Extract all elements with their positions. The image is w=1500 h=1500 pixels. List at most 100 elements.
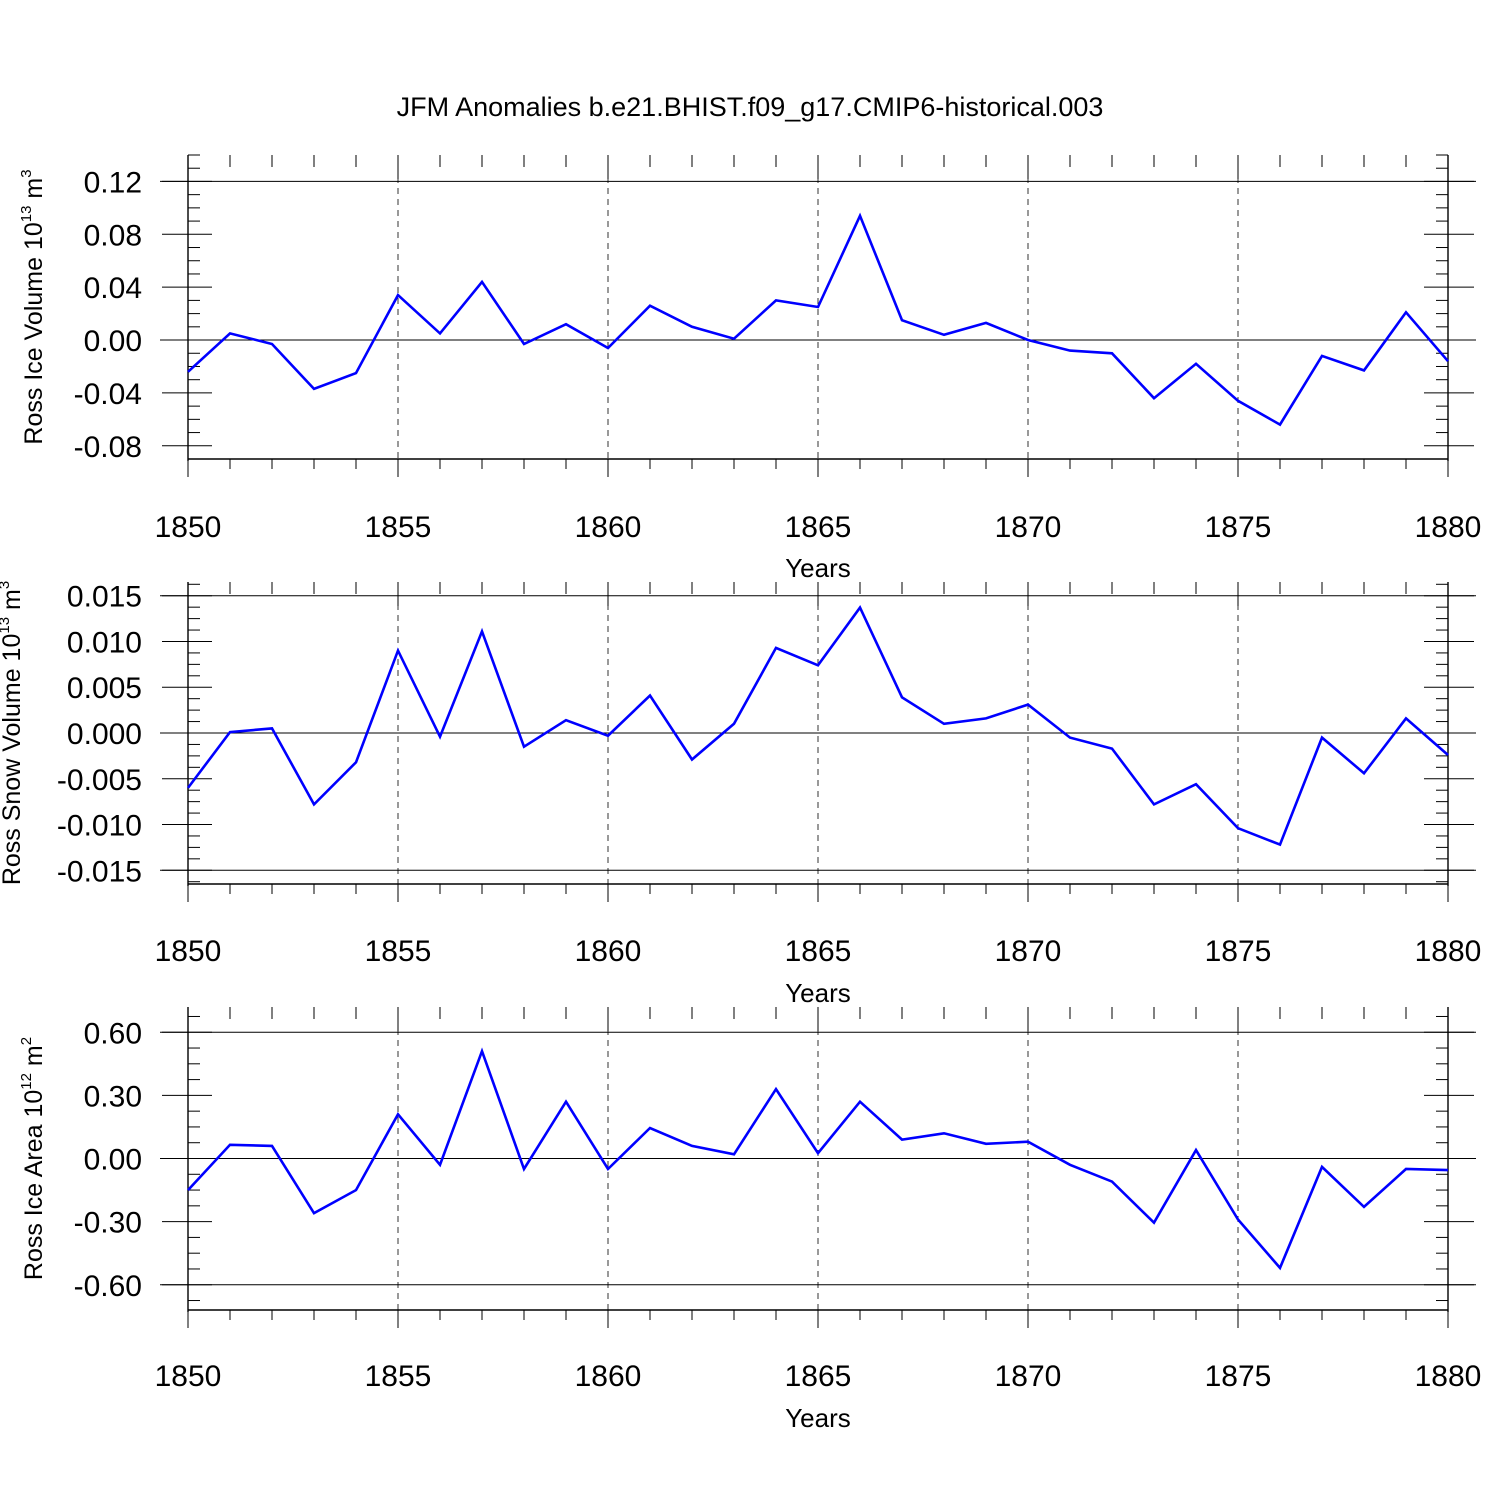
x-axis-label: Years — [785, 1403, 851, 1433]
data-point — [1194, 1148, 1198, 1152]
data-point — [942, 333, 946, 337]
data-point — [1026, 338, 1030, 342]
data-point — [228, 331, 232, 335]
data-point — [942, 722, 946, 726]
y-label-unit: m — [20, 1045, 48, 1073]
data-point — [1068, 349, 1072, 353]
y-label-unit-exp: 3 — [0, 581, 13, 589]
y-tick-label: -0.015 — [57, 855, 142, 888]
x-tick-label: 1850 — [155, 935, 222, 968]
y-label-main: Ross Ice Area 10 — [20, 1090, 48, 1280]
y-tick-label: -0.04 — [74, 378, 142, 411]
y-label-main: Ross Snow Volume 10 — [0, 634, 26, 886]
data-point — [270, 342, 274, 346]
x-tick-label: 1880 — [1415, 935, 1482, 968]
data-point — [858, 1100, 862, 1104]
panels: 0.12 0.08 0.04 0.00 -0.04 -0.08 1850 1855 1860 18… — [0, 154, 1481, 1433]
data-point — [438, 735, 442, 739]
data-point — [1026, 703, 1030, 707]
y-tick-label: 0.00 — [84, 325, 142, 358]
y-tick-label: 0.04 — [84, 272, 142, 305]
y-label-exp: 13 — [18, 206, 35, 223]
chart-title: JFM Anomalies b.e21.BHIST.f09_g17.CMIP6-… — [397, 92, 1104, 122]
x-tick-label: 1870 — [995, 935, 1062, 968]
data-point — [1152, 396, 1156, 400]
data-point — [522, 745, 526, 749]
y-label-unit-exp: 3 — [18, 169, 35, 177]
data-point — [606, 1167, 610, 1171]
x-tick-label: 1855 — [365, 511, 432, 544]
data-point — [564, 322, 568, 326]
data-point — [1320, 736, 1324, 740]
data-point — [1362, 771, 1366, 775]
x-tick-label: 1875 — [1205, 935, 1272, 968]
data-point — [1404, 1167, 1408, 1171]
data-point — [816, 663, 820, 667]
data-point — [648, 304, 652, 308]
data-point — [312, 802, 316, 806]
panel-1: 0.12 0.08 0.04 0.00 -0.04 -0.08 1850 1855 1860 18… — [18, 154, 1481, 583]
y-tick-label: 0.015 — [67, 581, 142, 614]
data-point — [774, 298, 778, 302]
data-point — [1320, 354, 1324, 358]
data-point — [396, 649, 400, 653]
y-label-unit: m — [0, 589, 26, 617]
data-point — [354, 760, 358, 764]
data-point — [1068, 1163, 1072, 1167]
y-tick-label: -0.60 — [74, 1270, 142, 1303]
data-point — [690, 758, 694, 762]
x-tick-label: 1865 — [785, 511, 852, 544]
y-tick-label: 0.30 — [84, 1080, 142, 1113]
data-point — [1446, 1168, 1450, 1172]
data-point — [606, 346, 610, 350]
x-tick-label: 1870 — [995, 511, 1062, 544]
data-point — [984, 716, 988, 720]
y-label-unit: m — [20, 178, 48, 206]
data-point — [1278, 423, 1282, 427]
y-tick-label: 0.000 — [67, 718, 142, 751]
data-point — [816, 1151, 820, 1155]
x-tick-label: 1865 — [785, 935, 852, 968]
x-tick-label: 1860 — [575, 935, 642, 968]
data-point — [1152, 1221, 1156, 1225]
y-tick-label: 0.010 — [67, 626, 142, 659]
series-line — [187, 1047, 1449, 1271]
data-point — [1362, 1205, 1366, 1209]
y-label-unit-exp: 2 — [18, 1037, 35, 1045]
y-label-exp: 12 — [18, 1073, 35, 1090]
panel-2: 0.015 0.010 0.005 0.000 -0.005 -0.010 -0.015 18… — [0, 581, 1481, 1008]
data-point — [1152, 802, 1156, 806]
data-point — [438, 1163, 442, 1167]
data-point — [1446, 753, 1450, 757]
x-tick-label: 1860 — [575, 511, 642, 544]
data-point — [270, 1144, 274, 1148]
data-point — [648, 693, 652, 697]
data-point — [522, 342, 526, 346]
data-point — [480, 280, 484, 284]
data-point — [1404, 716, 1408, 720]
x-tick-label: 1850 — [155, 511, 222, 544]
x-tick-label: 1870 — [995, 1360, 1062, 1393]
data-point — [1236, 826, 1240, 830]
data-point — [1446, 359, 1450, 363]
data-point — [1026, 1140, 1030, 1144]
x-tick-label: 1865 — [785, 1360, 852, 1393]
data-point — [816, 305, 820, 309]
data-point — [984, 321, 988, 325]
y-tick-label: 0.08 — [84, 219, 142, 252]
y-tick-label: -0.30 — [74, 1207, 142, 1240]
data-point — [480, 629, 484, 633]
data-point — [606, 734, 610, 738]
y-axis-label: Ross Ice Volume 1013 m3 — [18, 169, 48, 444]
y-label-exp: 13 — [0, 617, 13, 634]
data-point — [900, 695, 904, 699]
panel-3: 0.60 0.30 0.00 -0.30 -0.60 1850 1855 1860 1865 18… — [18, 1007, 1481, 1433]
data-point — [564, 718, 568, 722]
y-axis-label: Ross Snow Volume 1013 m3 — [0, 581, 26, 885]
y-tick-label: -0.08 — [74, 431, 142, 464]
data-point — [270, 726, 274, 730]
y-tick-label: 0.60 — [84, 1017, 142, 1050]
data-point — [1236, 1218, 1240, 1222]
y-label-main: Ross Ice Volume 10 — [20, 222, 48, 444]
y-tick-label: 0.005 — [67, 672, 142, 705]
